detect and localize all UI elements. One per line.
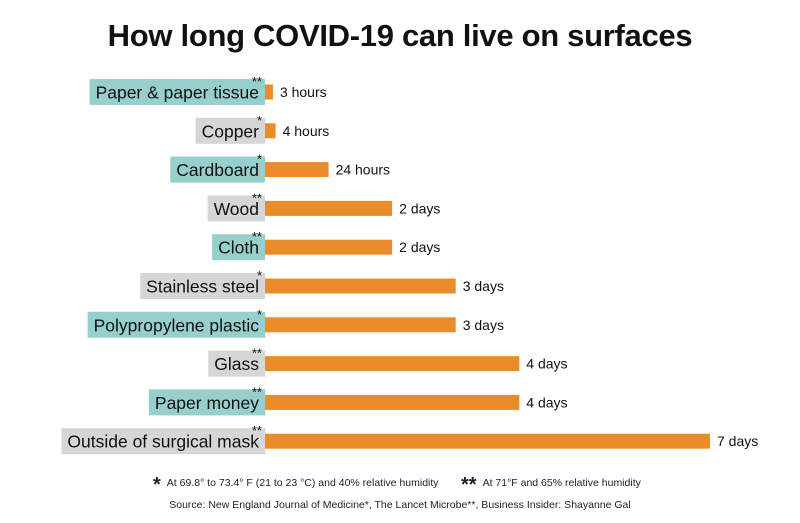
bar-cloth [265,239,393,255]
category-text-copper: Copper [202,121,260,141]
category-label-copper: Copper* [195,113,266,144]
category-marker: * [257,113,262,128]
bar-glass [265,356,520,372]
category-label-wood: Wood** [207,190,265,222]
data-label-cardboard: 24 hours [336,162,390,178]
category-text-polypropylene-plastic: Polypropylene plastic [94,315,260,335]
bar-copper [265,123,276,139]
footnote-text: At 71°F and 65% relative humidity [482,477,641,489]
data-label-wood: 2 days [399,200,440,216]
bar-outside-of-surgical-mask [265,433,710,449]
data-label-cloth: 2 days [399,239,440,255]
category-marker: ** [252,423,262,438]
bar-stainless-steel [265,278,456,294]
bar-paper-money [265,394,520,410]
chart-title: How long COVID-19 can live on surfaces [107,18,693,53]
footnote-single-star: * At 69.8° to 73.4° F (21 to 23 °C) and 4… [153,474,439,497]
category-text-stainless-steel: Stainless steel [146,277,259,297]
category-label-polypropylene-plastic: Polypropylene plastic* [87,307,266,338]
data-label-glass: 4 days [526,356,567,372]
category-text-cardboard: Cardboard [176,160,259,180]
category-text-paper-money: Paper money [155,393,259,413]
category-text-glass: Glass [214,354,259,374]
category-label-glass: Glass** [208,346,266,377]
category-text-wood: Wood [214,199,259,219]
category-text-paper-paper-tissue: Paper & paper tissue [96,83,259,103]
category-marker: * [257,307,262,322]
category-highlight-glass [208,350,266,377]
category-highlight-cloth [212,234,265,261]
data-label-paper-paper-tissue: 3 hours [280,84,327,100]
footnote-text: At 69.8° to 73.4° F (21 to 23 °C) and 40… [166,477,439,489]
category-text-outside-of-surgical-mask: Outside of surgical mask [67,432,259,452]
category-label-paper-money: Paper money** [148,384,266,416]
category-highlight-wood [207,195,265,222]
category-label-cardboard: Cardboard* [170,152,265,183]
category-marker: ** [252,229,262,244]
footnote-symbol: * [153,474,161,496]
bar-cardboard [265,162,329,178]
data-label-copper: 4 hours [283,123,330,139]
category-marker: ** [252,384,262,399]
category-label-stainless-steel: Stainless steel* [140,268,265,299]
data-label-paper-money: 4 days [526,394,567,410]
category-marker: ** [252,74,262,89]
category-highlight-outside-of-surgical-mask [61,428,266,455]
data-label-outside-of-surgical-mask: 7 days [717,433,758,449]
bar-polypropylene-plastic [265,317,456,333]
category-highlight-polypropylene-plastic [87,311,266,338]
category-marker: ** [252,190,262,205]
category-label-outside-of-surgical-mask: Outside of surgical mask** [61,423,266,455]
category-highlight-stainless-steel [140,273,265,299]
bar-wood [265,200,393,216]
category-highlight-paper-money [148,389,266,416]
source-line: Source: New England Journal of Medicine*… [169,499,631,511]
footnote-symbol: ** [461,474,477,496]
category-label-cloth: Cloth** [212,229,265,261]
category-highlight-paper-paper-tissue [89,79,265,105]
footnote-double-star: ** At 71°F and 65% relative humidity [461,474,641,497]
category-label-paper-paper-tissue: Paper & paper tissue** [89,74,265,105]
category-text-cloth: Cloth [218,238,259,258]
category-highlight-copper [195,117,266,144]
category-highlight-cardboard [170,156,265,183]
bar-paper-paper-tissue [265,84,273,100]
category-marker: * [257,268,262,283]
data-label-stainless-steel: 3 days [463,278,504,294]
category-marker: ** [252,346,262,361]
data-label-polypropylene-plastic: 3 days [463,317,504,333]
category-marker: * [257,152,262,167]
